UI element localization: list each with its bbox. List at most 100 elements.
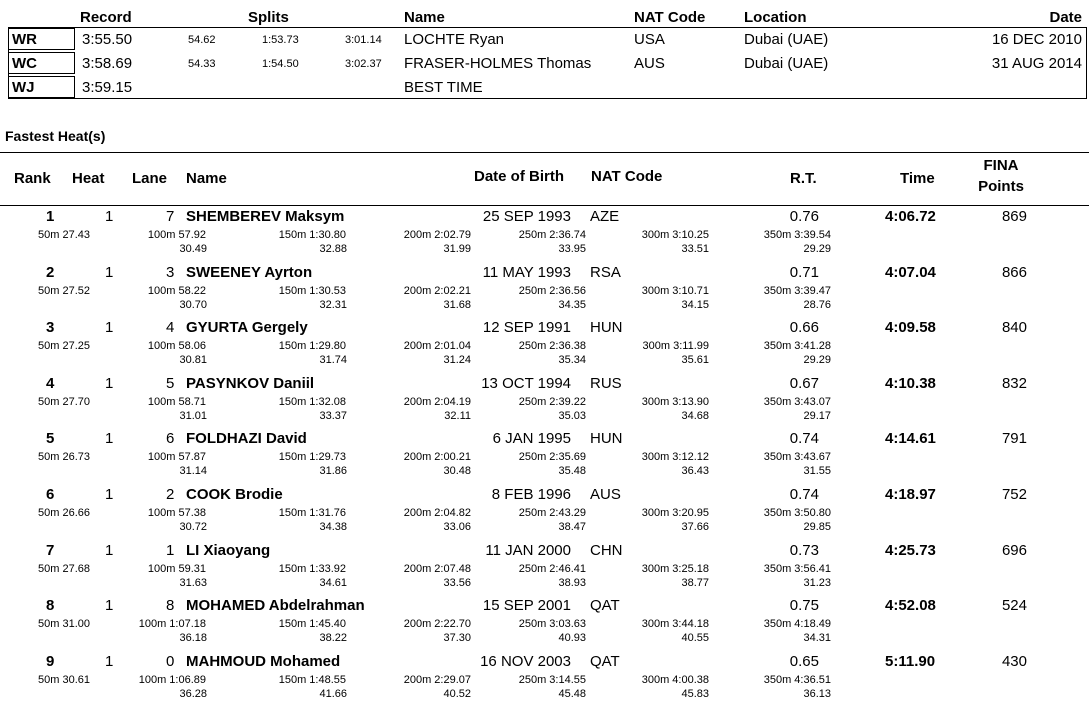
records-header-name: Name [404,9,445,26]
record-split-1: 54.62 [188,34,216,46]
split-200: 200m 2:07.48 [403,563,471,575]
result-name: GYURTA Gergely [186,319,308,336]
split-300: 300m 3:10.25 [641,229,709,241]
split-200: 200m 2:01.04 [403,340,471,352]
result-time: 4:10.38 [885,375,936,392]
diff-300: 37.66 [681,521,709,533]
result-rank: 2 [46,264,55,281]
result-points: 869 [1001,208,1027,225]
split-350: 350m 3:50.80 [763,507,831,519]
diff-150: 38.22 [319,632,347,644]
result-points: 832 [1001,375,1027,392]
result-dob: 12 SEP 1991 [482,319,571,336]
result-heat: 1 [105,430,114,447]
record-time: 3:59.15 [82,79,133,96]
diff-250: 35.34 [558,354,586,366]
records-header-location: Location [744,9,807,26]
record-date: 16 DEC 2010 [991,31,1082,48]
split-50: 50m 27.68 [38,563,90,575]
header-heat: Heat [72,170,105,187]
diff-200: 40.52 [443,688,471,700]
record-location: Dubai (UAE) [744,55,829,72]
split-350: 350m 3:41.28 [763,340,831,352]
diff-250: 38.47 [558,521,586,533]
diff-100: 30.81 [179,354,207,366]
split-100: 100m 1:07.18 [138,618,206,630]
header-rt: R.T. [790,170,817,187]
result-nat: QAT [590,653,620,670]
split-250: 250m 2:39.22 [518,396,586,408]
diff-150: 32.88 [319,243,347,255]
split-250: 250m 3:14.55 [518,674,586,686]
record-time: 3:55.50 [82,31,133,48]
record-type: WR [8,28,75,50]
result-points: 524 [1001,597,1027,614]
split-200: 200m 2:22.70 [403,618,471,630]
record-date: 31 AUG 2014 [991,55,1082,72]
split-50: 50m 27.70 [38,396,90,408]
diff-150: 41.66 [319,688,347,700]
diff-200: 33.56 [443,577,471,589]
diff-250: 40.93 [558,632,586,644]
diff-350: 29.85 [803,521,831,533]
record-split-1: 54.33 [188,58,216,70]
split-150: 150m 1:48.55 [278,674,346,686]
split-50: 50m 27.52 [38,285,90,297]
diff-300: 36.43 [681,465,709,477]
result-heat: 1 [105,597,114,614]
split-300: 300m 3:10.71 [641,285,709,297]
result-dob: 11 MAY 1993 [482,264,571,281]
result-rt: 0.74 [789,486,819,503]
header-fina: FINA [983,157,1019,174]
result-rt: 0.65 [789,653,819,670]
diff-100: 30.49 [179,243,207,255]
diff-250: 45.48 [558,688,586,700]
result-time: 4:25.73 [885,542,936,559]
result-lane: 4 [166,319,175,336]
diff-100: 36.28 [179,688,207,700]
split-250: 250m 2:36.74 [518,229,586,241]
result-rank: 1 [46,208,55,225]
diff-350: 31.23 [803,577,831,589]
result-heat: 1 [105,542,114,559]
split-300: 300m 3:44.18 [641,618,709,630]
split-350: 350m 3:56.41 [763,563,831,575]
split-300: 300m 3:13.90 [641,396,709,408]
header-dob: Date of Birth [474,168,564,185]
result-lane: 0 [166,653,175,670]
split-150: 150m 1:30.80 [278,229,346,241]
split-50: 50m 26.66 [38,507,90,519]
diff-150: 31.74 [319,354,347,366]
result-points: 791 [1001,430,1027,447]
result-rank: 7 [46,542,55,559]
split-50: 50m 27.43 [38,229,90,241]
result-rt: 0.75 [789,597,819,614]
result-nat: HUN [590,430,623,447]
split-350: 350m 3:43.67 [763,451,831,463]
diff-150: 33.37 [319,410,347,422]
diff-150: 34.38 [319,521,347,533]
split-200: 200m 2:00.21 [403,451,471,463]
result-rt: 0.67 [789,375,819,392]
diff-200: 33.06 [443,521,471,533]
result-dob: 25 SEP 1993 [482,208,571,225]
split-350: 350m 3:39.54 [763,229,831,241]
result-dob: 11 JAN 2000 [485,542,571,559]
result-rt: 0.76 [789,208,819,225]
result-points: 430 [1001,653,1027,670]
split-350: 350m 3:39.47 [763,285,831,297]
record-holder-name: BEST TIME [404,79,483,96]
split-300: 300m 4:00.38 [641,674,709,686]
result-name: COOK Brodie [186,486,283,503]
results-header: Rank Heat Lane Name Date of Birth NAT Co… [0,152,1089,206]
split-300: 300m 3:12.12 [641,451,709,463]
record-nat: USA [634,31,665,48]
result-rank: 4 [46,375,55,392]
record-split-3: 3:01.14 [345,34,382,46]
result-name: MOHAMED Abdelrahman [186,597,365,614]
split-100: 100m 57.87 [147,451,206,463]
result-lane: 7 [166,208,175,225]
result-lane: 5 [166,375,175,392]
result-nat: RSA [590,264,621,281]
diff-100: 31.63 [179,577,207,589]
